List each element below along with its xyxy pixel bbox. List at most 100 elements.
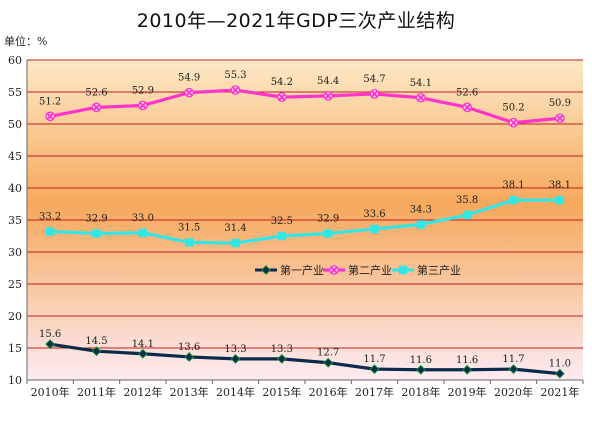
- x-tick-label: 2015年: [262, 385, 301, 399]
- data-label: 15.6: [39, 329, 61, 340]
- data-label: 11.7: [363, 354, 385, 365]
- data-label: 50.2: [502, 103, 524, 114]
- legend-swatch-marker: [261, 265, 271, 275]
- y-tick-label: 25: [8, 278, 22, 291]
- x-tick-label: 2020年: [494, 385, 533, 399]
- data-point: [323, 91, 333, 101]
- y-tick-label: 10: [8, 374, 22, 387]
- data-label: 32.9: [85, 213, 107, 224]
- data-point: [137, 348, 148, 359]
- series-line: [50, 198, 560, 245]
- data-label: 31.5: [178, 222, 200, 233]
- data-label: 34.3: [410, 204, 432, 215]
- data-label: 54.4: [317, 76, 339, 87]
- data-label: 32.9: [317, 213, 339, 224]
- chart-title: 2010年—2021年GDP三次产业结构: [136, 10, 456, 32]
- data-point: [323, 229, 333, 238]
- data-point: [509, 195, 518, 205]
- data-point: [231, 238, 240, 248]
- x-tick-label: 2011年: [77, 385, 116, 399]
- data-label: 13.6: [178, 342, 200, 353]
- data-label: 38.1: [502, 180, 524, 191]
- data-point: [45, 111, 55, 122]
- y-tick-label: 15: [8, 342, 22, 355]
- data-point: [184, 87, 194, 98]
- x-tick-label: 2017年: [355, 385, 394, 399]
- data-label: 52.6: [85, 87, 107, 98]
- data-label: 32.5: [271, 216, 293, 227]
- data-label: 14.5: [85, 336, 107, 347]
- data-point: [416, 92, 426, 103]
- data-point: [138, 100, 148, 111]
- y-tick-label: 60: [8, 54, 22, 67]
- legend-entry: 第三产业: [417, 263, 461, 277]
- data-label: 38.1: [549, 180, 571, 191]
- data-point: [276, 353, 287, 364]
- y-tick-label: 40: [8, 182, 22, 195]
- data-label: 50.9: [549, 98, 571, 109]
- data-label: 33.0: [132, 213, 154, 224]
- data-label: 13.3: [224, 344, 246, 355]
- data-label: 11.7: [502, 354, 524, 365]
- data-labels: 15.6 14.5 14.1 13.6 13.3 13.3 12.7 11.7 11.6 11.6…: [39, 70, 571, 370]
- x-tick-label: 2016年: [309, 385, 348, 399]
- data-label: 54.1: [410, 78, 432, 89]
- legend-swatch-marker: [398, 265, 408, 275]
- legend-entry: 第二产业: [348, 263, 392, 277]
- data-point: [230, 353, 241, 364]
- x-tick-label: 2018年: [401, 385, 440, 399]
- data-point: [91, 346, 102, 357]
- data-point: [554, 368, 565, 379]
- data-label: 35.8: [456, 195, 478, 206]
- data-label: 52.9: [132, 85, 154, 96]
- data-point: [555, 195, 565, 205]
- legend-swatch-marker: [329, 265, 339, 275]
- data-point: [415, 364, 426, 375]
- data-point: [508, 364, 519, 375]
- data-point: [369, 364, 380, 375]
- data-point: [323, 357, 334, 368]
- legend: 第一产业 第二产业 第三产业: [255, 263, 461, 277]
- x-tick-label: 2013年: [170, 385, 209, 399]
- y-tick-label: 55: [8, 86, 22, 99]
- data-point: [555, 113, 565, 124]
- data-label: 33.6: [363, 209, 385, 220]
- data-label: 55.3: [224, 70, 246, 81]
- data-point: [184, 238, 194, 247]
- data-point: [416, 220, 426, 229]
- data-point: [370, 224, 379, 234]
- series-line: [49, 342, 560, 376]
- x-tick-label: 2012年: [123, 385, 162, 399]
- series-line: [49, 88, 560, 125]
- data-label: 54.9: [178, 73, 200, 84]
- data-point: [91, 102, 102, 113]
- y-tick-label: 50: [8, 118, 22, 131]
- x-tick-label: 2021年: [540, 385, 579, 399]
- x-tick-label: 2014年: [216, 385, 255, 399]
- data-point: [45, 339, 56, 350]
- data-label: 31.4: [224, 223, 246, 234]
- data-label: 11.6: [410, 355, 432, 366]
- data-point: [369, 89, 380, 99]
- y-tick-label: 45: [8, 150, 22, 163]
- y-tick-label: 20: [8, 310, 22, 323]
- data-point: [462, 364, 473, 375]
- data-label: 11.6: [456, 355, 478, 366]
- data-label: 52.6: [456, 87, 478, 98]
- data-point: [462, 210, 472, 220]
- gridlines: [27, 59, 583, 381]
- data-point: [45, 227, 55, 236]
- data-label: 54.7: [363, 74, 385, 85]
- data-point: [230, 85, 241, 95]
- x-tick-label: 2019年: [448, 385, 487, 399]
- data-point: [184, 352, 195, 362]
- data-point: [138, 228, 148, 237]
- data-label: 33.2: [39, 212, 61, 223]
- data-label: 13.3: [271, 344, 293, 355]
- data-point: [277, 231, 287, 241]
- data-label: 14.1: [132, 339, 154, 350]
- data-point: [462, 102, 472, 113]
- series: [45, 85, 565, 379]
- data-label: 11.0: [549, 359, 571, 370]
